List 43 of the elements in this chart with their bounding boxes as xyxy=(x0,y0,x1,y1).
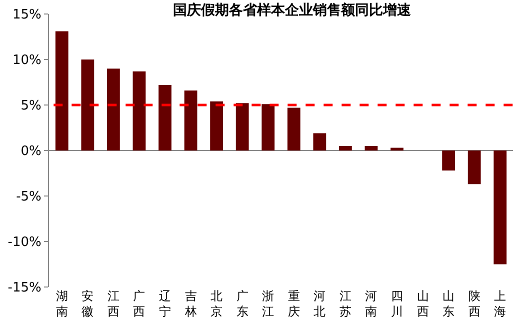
bar xyxy=(339,146,352,150)
x-tick-label: 辽宁 xyxy=(159,289,171,319)
bar xyxy=(81,60,94,150)
bar xyxy=(210,101,223,150)
x-tick-label: 四川 xyxy=(391,289,403,319)
bar xyxy=(158,84,172,150)
bar xyxy=(107,68,120,150)
bar xyxy=(184,90,198,150)
bar xyxy=(55,31,68,150)
x-tick-label: 山东 xyxy=(442,289,455,319)
y-tick-label: 0% xyxy=(20,144,42,160)
bar xyxy=(442,150,455,171)
chart-title: 国庆假期各省样本企业销售额同比增速 xyxy=(172,2,412,19)
bar xyxy=(236,103,249,150)
x-tick-label: 湖南 xyxy=(56,289,68,319)
bar xyxy=(390,148,404,150)
x-tick-label: 江西 xyxy=(107,289,120,319)
x-tick-label: 吉林 xyxy=(184,289,197,319)
bar xyxy=(494,150,507,264)
y-tick-label: 5% xyxy=(20,98,42,114)
y-tick-label: -5% xyxy=(16,190,42,205)
bar xyxy=(287,108,300,150)
x-tick-label: 江苏 xyxy=(339,289,352,319)
y-tick-label: -10% xyxy=(8,235,42,250)
bar xyxy=(364,146,378,150)
x-tick-label: 重庆 xyxy=(288,289,300,319)
x-tick-label: 河北 xyxy=(314,289,326,319)
bar xyxy=(262,104,275,150)
y-tick-label: 15% xyxy=(12,8,42,23)
x-tick-label: 河南 xyxy=(365,289,378,319)
x-tick-label: 广西 xyxy=(133,289,146,319)
x-tick-label: 北京 xyxy=(210,289,223,319)
bar xyxy=(468,150,481,184)
x-tick-label: 广东 xyxy=(236,289,248,319)
x-tick-label: 上海 xyxy=(494,289,506,319)
bar xyxy=(313,133,326,150)
x-tick-label: 山西 xyxy=(416,289,429,319)
bar xyxy=(132,71,146,150)
y-tick-label: -15% xyxy=(8,280,42,296)
x-tick-label: 安徽 xyxy=(82,289,94,319)
y-tick-label: 10% xyxy=(12,53,42,68)
x-tick-label: 陕西 xyxy=(468,289,480,319)
x-tick-label: 浙江 xyxy=(262,289,274,319)
